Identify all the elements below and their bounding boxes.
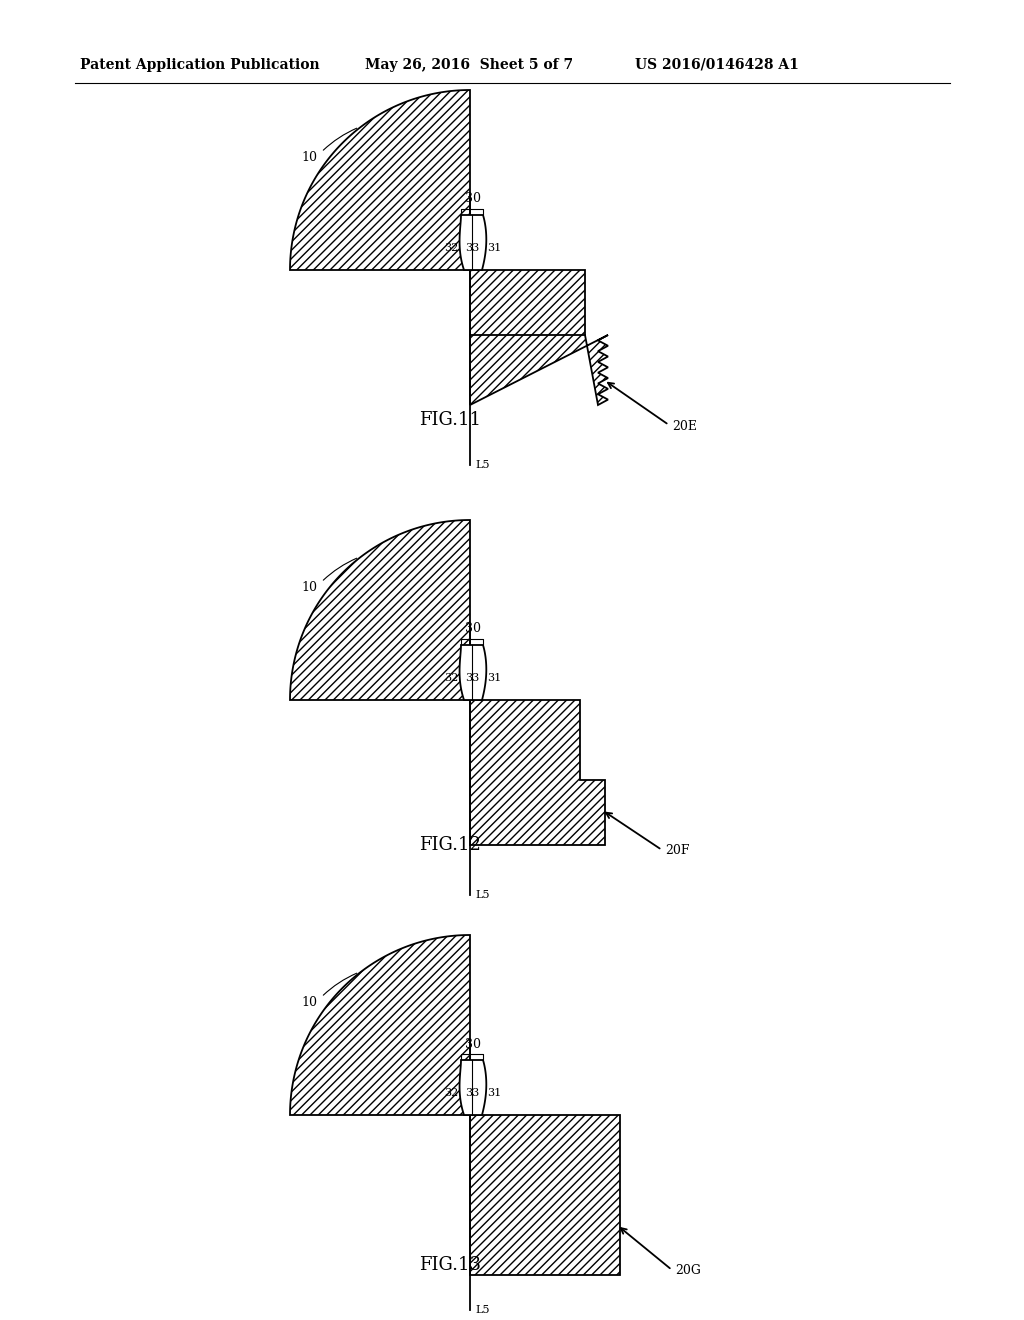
- Polygon shape: [460, 215, 486, 271]
- Text: 31: 31: [487, 243, 502, 253]
- Polygon shape: [290, 520, 470, 700]
- Polygon shape: [460, 645, 486, 700]
- Text: 10: 10: [301, 581, 317, 594]
- Text: Patent Application Publication: Patent Application Publication: [80, 58, 319, 73]
- Text: 32: 32: [443, 1088, 458, 1098]
- Text: FIG.12: FIG.12: [419, 836, 481, 854]
- Text: 10: 10: [301, 150, 317, 164]
- Text: 33: 33: [465, 673, 479, 682]
- Text: FIG.13: FIG.13: [419, 1257, 481, 1274]
- Text: FIG.11: FIG.11: [419, 411, 481, 429]
- Text: 32: 32: [443, 673, 458, 682]
- Text: US 2016/0146428 A1: US 2016/0146428 A1: [635, 58, 799, 73]
- Text: L5: L5: [475, 1305, 489, 1315]
- Text: L5: L5: [475, 890, 489, 900]
- Polygon shape: [460, 1060, 486, 1115]
- Polygon shape: [290, 935, 470, 1115]
- Polygon shape: [470, 700, 605, 845]
- Text: 33: 33: [465, 1088, 479, 1098]
- Text: 20G: 20G: [675, 1265, 700, 1278]
- Polygon shape: [290, 90, 470, 271]
- Text: 20F: 20F: [665, 845, 689, 858]
- Text: May 26, 2016  Sheet 5 of 7: May 26, 2016 Sheet 5 of 7: [365, 58, 573, 73]
- Text: 30: 30: [465, 623, 481, 635]
- Polygon shape: [470, 1115, 620, 1275]
- Text: 30: 30: [465, 1038, 481, 1051]
- Text: 31: 31: [487, 673, 502, 682]
- Text: 10: 10: [301, 995, 317, 1008]
- Text: 30: 30: [465, 193, 481, 206]
- Polygon shape: [470, 271, 608, 405]
- Text: L5: L5: [475, 459, 489, 470]
- Text: 33: 33: [465, 243, 479, 253]
- Text: 31: 31: [487, 1088, 502, 1098]
- Text: 32: 32: [443, 243, 458, 253]
- Text: 20E: 20E: [672, 420, 697, 433]
